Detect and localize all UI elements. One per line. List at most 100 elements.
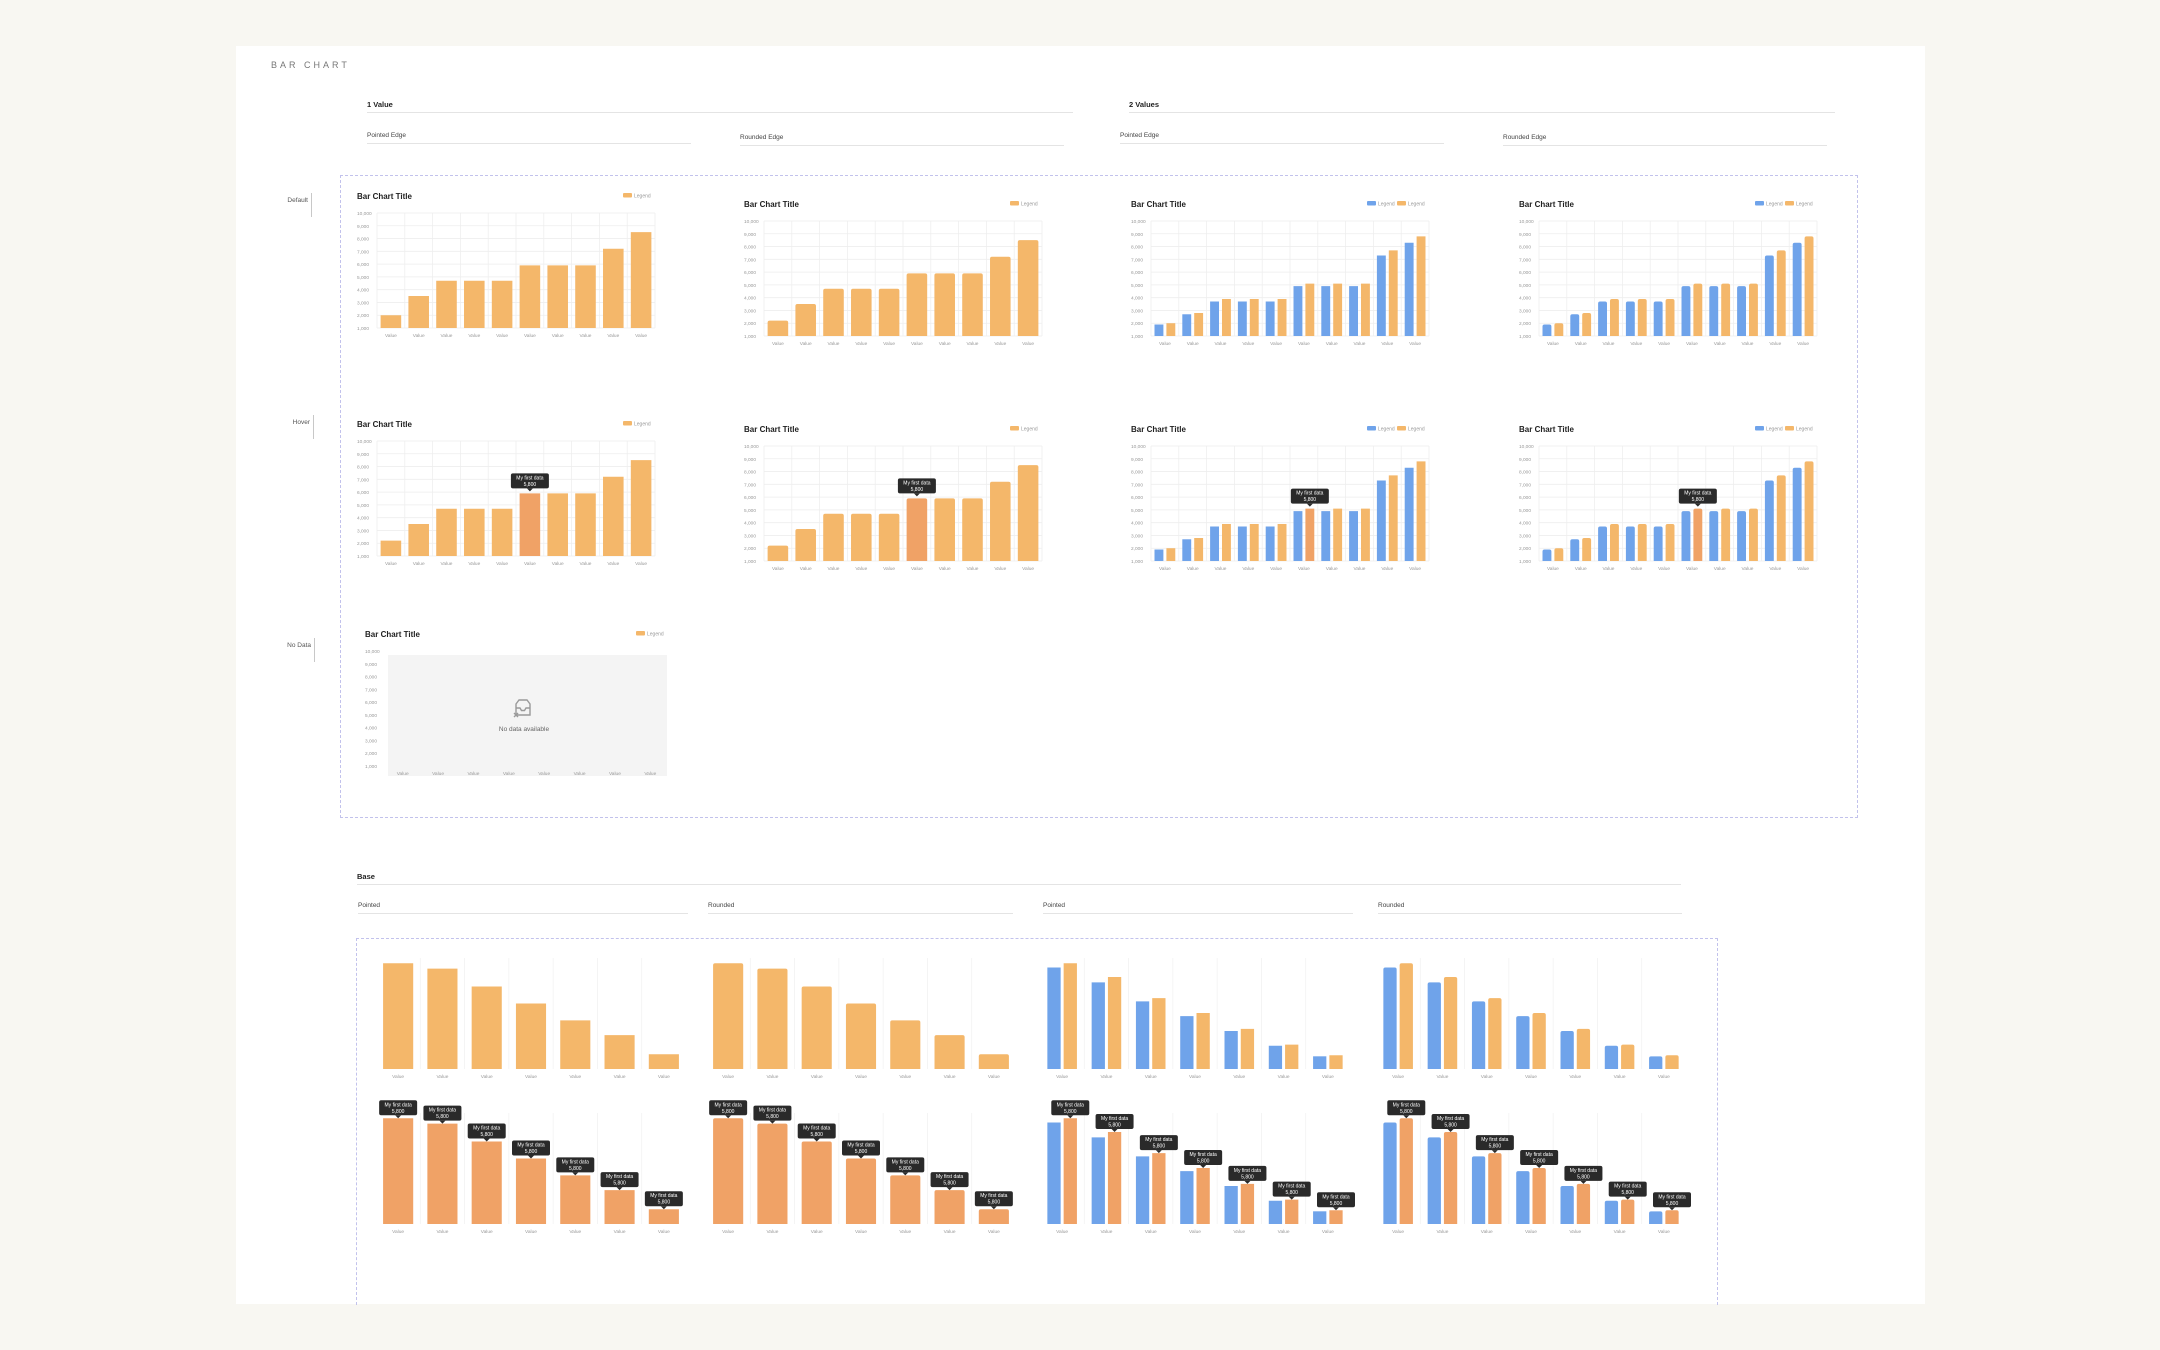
x-tick-label: Value: [855, 1074, 867, 1080]
bar: [757, 1123, 788, 1224]
bar: [1305, 283, 1315, 336]
x-tick-label: Value: [1481, 1229, 1493, 1235]
legend-label: Legend: [1378, 202, 1395, 208]
x-tick-label: Value: [1714, 341, 1726, 347]
x-tick-label: Value: [1354, 566, 1366, 572]
x-tick-label: Value: [828, 341, 840, 347]
bar: [1329, 1210, 1343, 1224]
bar: [1285, 1044, 1299, 1069]
bar: [1329, 1055, 1343, 1069]
x-tick-label: Value: [1270, 566, 1282, 572]
y-tick-label: 9,000: [1131, 232, 1143, 238]
x-tick-label: Value: [524, 561, 536, 567]
bar: [1665, 1210, 1679, 1224]
y-tick-label: 1,000: [1131, 559, 1143, 565]
subtitle-rounded-edge: Rounded Edge: [740, 134, 784, 141]
bar: [1224, 1030, 1238, 1069]
bar-chart-svg: Bar Chart Title Legend 10,000 9,000 8,000 7,0…: [357, 192, 656, 339]
y-tick-label: 9,000: [1131, 457, 1143, 463]
bar: [1196, 1012, 1210, 1069]
subtitle-divider: [740, 145, 1064, 146]
tooltip-value: 5,800: [1577, 1174, 1590, 1180]
tooltip-pointer: [1333, 1207, 1339, 1211]
bar: [1488, 1153, 1502, 1224]
bar: [1488, 998, 1502, 1069]
x-tick-label: Value: [1547, 341, 1559, 347]
x-tick-label: Value: [1603, 566, 1615, 572]
chart-title: Bar Chart Title: [1131, 425, 1187, 434]
bar: [427, 1123, 458, 1224]
x-tick-label: Value: [468, 333, 480, 339]
bar: [890, 1020, 921, 1069]
bar: [1237, 526, 1247, 561]
bar: [630, 232, 652, 328]
bar: [1293, 511, 1303, 561]
y-tick-label: 5,000: [1131, 283, 1143, 289]
tooltip-box: [1272, 1181, 1311, 1197]
tooltip-pointer: [395, 1115, 402, 1119]
tooltip-box: [467, 1123, 506, 1139]
bar: [1293, 286, 1303, 336]
bar: [1196, 1167, 1210, 1224]
y-tick-label: 6,000: [1519, 270, 1531, 276]
bar: [604, 1190, 635, 1224]
x-tick-label: Value: [1278, 1074, 1290, 1080]
tooltip-box: [1431, 1114, 1470, 1130]
bar: [1249, 298, 1259, 336]
bar: [1416, 461, 1426, 561]
y-tick-label: 7,000: [357, 477, 369, 483]
bar-chart-svg: Bar Chart Title Legend 10,000 9,000 8,000 7,0…: [365, 630, 664, 777]
base-bar-set: Value Value Value Value Value Value Value: [1372, 950, 1690, 1085]
x-tick-label: Value: [1322, 1229, 1334, 1235]
y-tick-label: 3,000: [744, 533, 756, 539]
bar: [408, 296, 429, 328]
y-tick-label: 2,000: [1519, 321, 1531, 327]
x-tick-label: Value: [525, 1229, 537, 1235]
bar: [878, 288, 900, 336]
tooltip-value: 5,800: [524, 482, 537, 488]
y-tick-label: 10,000: [1131, 219, 1146, 225]
tooltip-value: 5,800: [1064, 1109, 1077, 1115]
x-tick-label: Value: [1187, 341, 1199, 347]
x-tick-label: Value: [385, 561, 397, 567]
legend-swatch: [1785, 201, 1794, 206]
tooltip-value: 5,800: [613, 1181, 626, 1187]
tooltip-box: [974, 1191, 1013, 1207]
x-tick-label: Value: [614, 1074, 626, 1080]
bar-chart-card: Bar Chart Title Legend 10,000 9,000 8,000 7,0…: [365, 628, 670, 783]
tooltip-value: 5,800: [911, 487, 924, 493]
bar: [464, 508, 485, 556]
y-tick-label: 1,000: [744, 334, 756, 340]
group-divider: [357, 884, 1681, 885]
x-tick-label: Value: [1547, 566, 1559, 572]
subtitle-pointed-edge: Pointed Edge: [1120, 132, 1160, 139]
base-bar-svg: Value Value Value Value Value Value Value: [1383, 958, 1679, 1080]
bar: [1665, 298, 1675, 336]
x-tick-label: Value: [1242, 341, 1254, 347]
x-tick-label: Value: [1022, 341, 1034, 347]
bar: [823, 288, 844, 336]
bar: [906, 498, 928, 561]
subtitle-divider: [708, 913, 1013, 914]
bar: [519, 265, 541, 328]
x-tick-label: Value: [811, 1229, 823, 1235]
tooltip-pointer: [1491, 1150, 1498, 1154]
bar: [1665, 523, 1675, 561]
tooltip-box: [1184, 1149, 1223, 1165]
legend-swatch: [636, 631, 645, 636]
bar: [845, 1003, 877, 1069]
y-tick-label: 3,000: [365, 738, 377, 744]
x-tick-label: Value: [1189, 1229, 1201, 1235]
row-label-default: Default: [287, 197, 308, 204]
y-tick-label: 6,000: [744, 270, 756, 276]
x-tick-label: Value: [899, 1074, 911, 1080]
tooltip-value: 5,800: [525, 1149, 538, 1155]
bar: [1637, 298, 1647, 336]
bar: [1776, 250, 1786, 336]
bar: [1091, 1137, 1105, 1224]
y-tick-label: 7,000: [1131, 257, 1143, 263]
tooltip-pointer: [813, 1138, 820, 1142]
bar: [1582, 313, 1592, 336]
bar: [1570, 539, 1580, 561]
y-tick-label: 10,000: [744, 219, 759, 225]
